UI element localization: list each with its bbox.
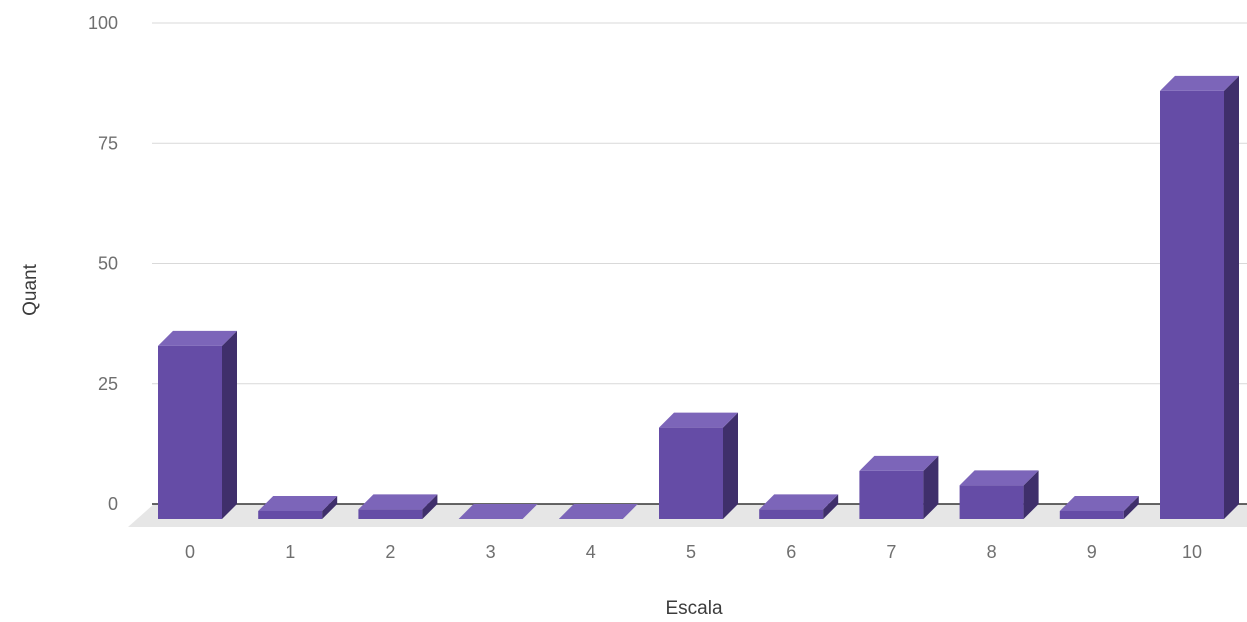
x-tick-label: 1 — [285, 542, 295, 562]
x-tick-label: 8 — [987, 542, 997, 562]
bar — [759, 494, 839, 519]
bar — [558, 504, 638, 519]
bar-front — [1059, 511, 1124, 519]
bar-side — [1224, 75, 1239, 519]
bar-top — [859, 455, 939, 471]
x-tick-label: 6 — [786, 542, 796, 562]
x-axis-ticks: 0 1 2 3 4 5 6 7 8 9 10 — [185, 542, 1202, 562]
x-tick-label: 5 — [686, 542, 696, 562]
bar — [1059, 496, 1139, 519]
y-axis-title: Quant — [20, 263, 41, 315]
bar-side — [823, 494, 839, 519]
x-tick-label: 7 — [886, 542, 896, 562]
bar-front — [358, 509, 423, 519]
bar-top — [358, 494, 438, 510]
y-tick-label: 75 — [98, 133, 118, 153]
x-tick-label: 10 — [1182, 542, 1202, 562]
bar-front — [1160, 90, 1224, 519]
bar — [1160, 75, 1239, 519]
bar-front — [659, 427, 723, 519]
x-tick-label: 3 — [486, 542, 496, 562]
bar — [258, 496, 338, 519]
bar-side — [222, 330, 237, 519]
bar-front — [759, 509, 824, 519]
bar-front — [959, 485, 1024, 519]
y-tick-label: 50 — [98, 254, 118, 274]
bar-front — [258, 511, 323, 519]
bar-side — [923, 455, 939, 519]
bar — [158, 330, 237, 519]
bar — [859, 455, 939, 519]
bar-top — [458, 504, 538, 519]
bar-top — [558, 504, 638, 519]
bar-top — [1059, 496, 1139, 511]
bar — [959, 470, 1039, 519]
bar-top — [659, 412, 738, 428]
bar-top — [258, 496, 338, 511]
bar-top — [158, 330, 237, 346]
bar — [358, 494, 438, 519]
x-tick-label: 0 — [185, 542, 195, 562]
x-tick-label: 4 — [586, 542, 596, 562]
bar-side — [723, 412, 738, 519]
bar-side — [422, 494, 438, 519]
bar — [458, 504, 538, 519]
bars — [158, 75, 1239, 519]
bar — [659, 412, 738, 519]
bar-side — [322, 496, 338, 519]
y-tick-label: 25 — [98, 374, 118, 394]
bar-front — [158, 345, 222, 519]
bar-top — [759, 494, 839, 510]
x-tick-label: 2 — [385, 542, 395, 562]
x-axis-title: Escala — [665, 598, 722, 619]
bar-top — [959, 470, 1039, 486]
bar-side — [1023, 470, 1039, 519]
y-tick-label: 100 — [88, 13, 118, 33]
x-tick-label: 9 — [1087, 542, 1097, 562]
bar-side — [1123, 496, 1139, 519]
bar-top — [1160, 75, 1239, 91]
bar-front — [859, 470, 924, 519]
y-axis-ticks: 0 25 50 75 100 — [88, 13, 118, 514]
y-tick-label: 0 — [108, 494, 118, 514]
